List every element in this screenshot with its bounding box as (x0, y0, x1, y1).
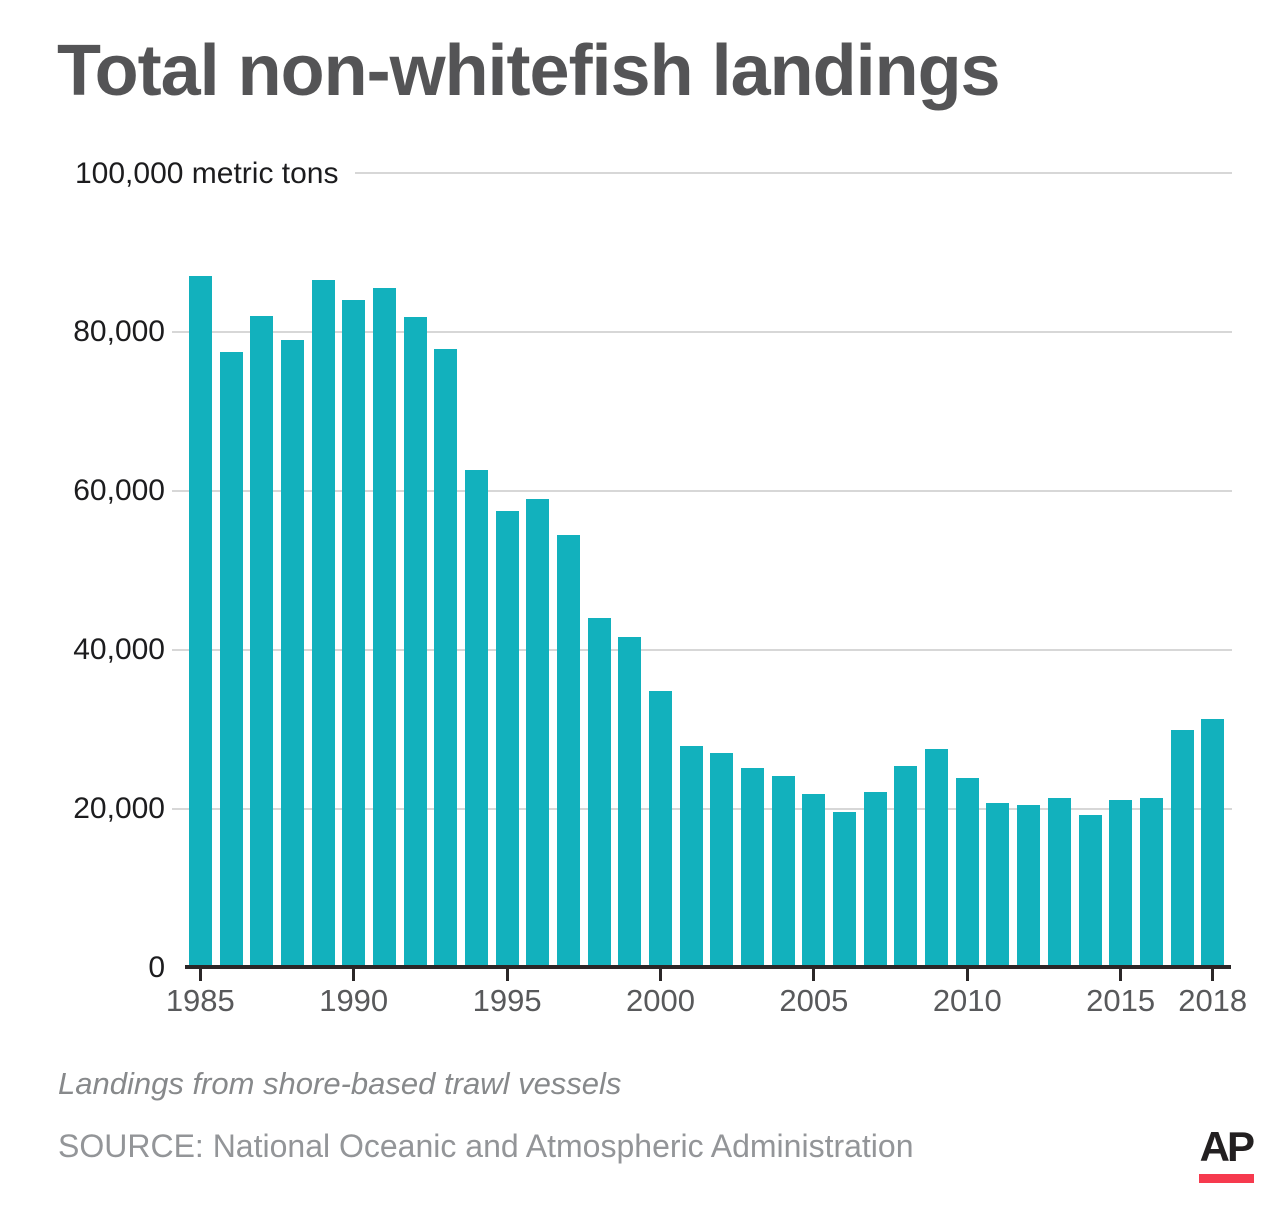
gridline-100000 (355, 172, 1232, 174)
x-tick-label-1990: 1990 (319, 983, 389, 1018)
bar-2015 (1109, 800, 1133, 968)
chart-note: Landings from shore-based trawl vessels (58, 1066, 622, 1101)
y-tick-label: 0 (148, 951, 165, 984)
x-tick-label-1995: 1995 (472, 983, 542, 1018)
x-axis-line (185, 965, 1231, 969)
y-tick-label: 80,000 (73, 315, 165, 348)
bar-2011 (986, 803, 1010, 968)
bar-2001 (679, 746, 703, 968)
bar-1994 (464, 470, 488, 968)
x-tick-2000 (659, 969, 662, 981)
x-tick-label-2000: 2000 (626, 983, 695, 1018)
y-axis-unit-label: 100,000 metric tons (75, 157, 339, 190)
chart-title: Total non-whitefish landings (57, 31, 1001, 111)
bar-2010 (955, 778, 979, 968)
bar-2000 (649, 691, 672, 968)
x-tick-2005 (812, 969, 816, 981)
x-tick-2018 (1211, 969, 1215, 981)
bar-2012 (1017, 805, 1041, 968)
bar-1989 (311, 279, 335, 968)
x-tick-label-2015: 2015 (1086, 983, 1156, 1018)
bar-2008 (894, 766, 918, 968)
ap-logo-underline (1199, 1174, 1254, 1183)
bar-1985 (188, 276, 212, 968)
x-tick-1985 (198, 969, 202, 981)
x-tick-1995 (505, 969, 509, 981)
bar-1987 (250, 316, 274, 968)
x-tick-label-1985: 1985 (165, 983, 235, 1018)
bar-2004 (771, 776, 795, 968)
gridline-80000 (172, 331, 1232, 333)
bar-2018 (1201, 719, 1225, 968)
y-tick-label: 60,000 (73, 474, 165, 507)
x-tick-2015 (1119, 969, 1123, 981)
bar-2016 (1139, 797, 1163, 968)
bar-1990 (342, 300, 366, 968)
x-tick-label-2005: 2005 (779, 983, 849, 1018)
bar-2013 (1047, 797, 1071, 968)
x-tick-2010 (965, 969, 969, 981)
bar-2005 (802, 793, 826, 968)
bar-1992 (403, 316, 427, 968)
bar-2007 (863, 791, 887, 968)
gridline-60000 (172, 490, 1232, 492)
x-tick-label-2018: 2018 (1178, 983, 1248, 1018)
bar-2017 (1170, 729, 1194, 968)
bar-1991 (372, 288, 396, 968)
x-tick-1990 (352, 969, 356, 981)
bar-2003 (741, 767, 764, 968)
bar-2009 (925, 749, 949, 968)
bar-1998 (587, 618, 611, 968)
y-tick-label: 40,000 (73, 633, 165, 666)
bar-2006 (833, 812, 856, 968)
bar-1996 (526, 499, 550, 968)
bar-1988 (280, 339, 304, 968)
bar-1993 (434, 348, 458, 968)
source-line: SOURCE: National Oceanic and Atmospheric… (58, 1128, 914, 1164)
ap-logo-text: AP (1199, 1123, 1255, 1170)
x-tick-label-2010: 2010 (932, 983, 1002, 1018)
bar-2002 (710, 753, 734, 968)
bar-1999 (618, 637, 642, 968)
bar-1995 (495, 510, 519, 968)
ap-logo: AP (1196, 1123, 1255, 1186)
bar-1986 (219, 351, 243, 968)
gridline-40000 (172, 649, 1232, 651)
bar-2014 (1078, 814, 1102, 968)
y-tick-label: 20,000 (73, 792, 165, 825)
bar-1997 (557, 534, 580, 968)
